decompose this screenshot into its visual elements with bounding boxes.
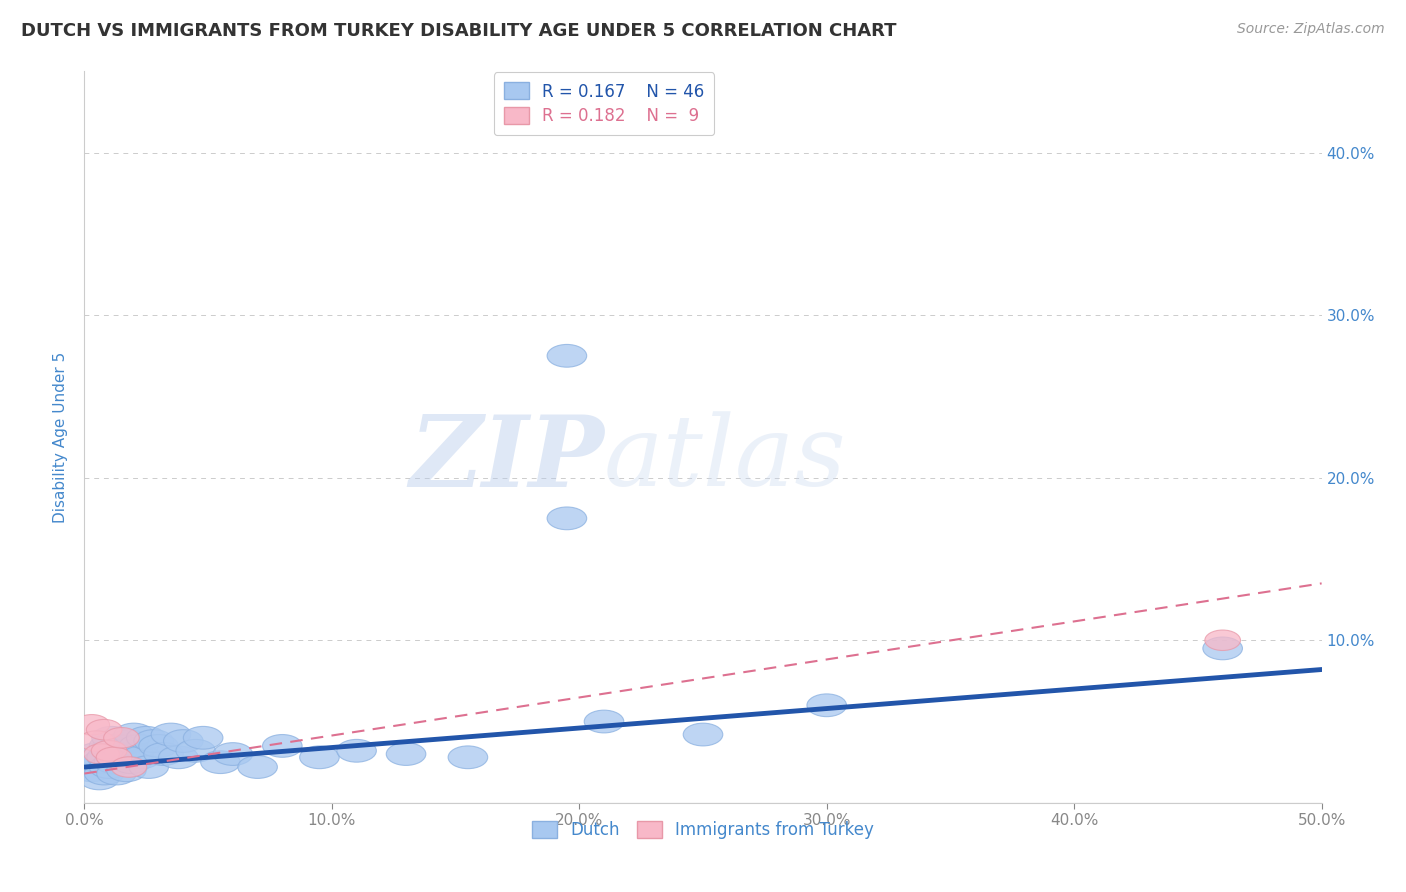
Ellipse shape — [82, 751, 121, 773]
Ellipse shape — [214, 743, 253, 765]
Ellipse shape — [77, 743, 117, 765]
Ellipse shape — [1204, 637, 1243, 660]
Ellipse shape — [299, 746, 339, 769]
Ellipse shape — [129, 756, 169, 779]
Ellipse shape — [143, 743, 183, 765]
Ellipse shape — [159, 746, 198, 769]
Ellipse shape — [807, 694, 846, 716]
Ellipse shape — [86, 720, 122, 739]
Ellipse shape — [547, 507, 586, 530]
Ellipse shape — [585, 710, 624, 733]
Ellipse shape — [97, 743, 136, 765]
Ellipse shape — [238, 756, 277, 779]
Ellipse shape — [139, 734, 179, 757]
Ellipse shape — [163, 730, 202, 753]
Y-axis label: Disability Age Under 5: Disability Age Under 5 — [53, 351, 69, 523]
Ellipse shape — [1205, 630, 1240, 650]
Ellipse shape — [449, 746, 488, 769]
Ellipse shape — [84, 762, 124, 785]
Ellipse shape — [387, 743, 426, 765]
Ellipse shape — [683, 723, 723, 746]
Ellipse shape — [90, 756, 129, 779]
Ellipse shape — [152, 723, 191, 746]
Text: DUTCH VS IMMIGRANTS FROM TURKEY DISABILITY AGE UNDER 5 CORRELATION CHART: DUTCH VS IMMIGRANTS FROM TURKEY DISABILI… — [21, 22, 897, 40]
Ellipse shape — [87, 746, 127, 769]
Ellipse shape — [96, 747, 132, 767]
Ellipse shape — [84, 744, 120, 764]
Ellipse shape — [201, 751, 240, 773]
Ellipse shape — [134, 730, 173, 753]
Ellipse shape — [75, 714, 110, 735]
Text: ZIP: ZIP — [409, 411, 605, 508]
Ellipse shape — [100, 734, 139, 757]
Ellipse shape — [79, 767, 120, 789]
Ellipse shape — [121, 746, 162, 769]
Ellipse shape — [104, 728, 139, 748]
Ellipse shape — [72, 759, 111, 781]
Ellipse shape — [91, 726, 131, 749]
Text: atlas: atlas — [605, 411, 846, 507]
Ellipse shape — [547, 344, 586, 368]
Ellipse shape — [101, 746, 141, 769]
Ellipse shape — [176, 739, 215, 762]
Ellipse shape — [111, 756, 146, 777]
Ellipse shape — [79, 731, 114, 751]
Ellipse shape — [107, 759, 146, 781]
Ellipse shape — [104, 739, 143, 762]
Text: Source: ZipAtlas.com: Source: ZipAtlas.com — [1237, 22, 1385, 37]
Ellipse shape — [337, 739, 377, 762]
Ellipse shape — [91, 740, 127, 761]
Ellipse shape — [97, 762, 136, 785]
Ellipse shape — [110, 730, 149, 753]
Ellipse shape — [120, 734, 159, 757]
Ellipse shape — [111, 751, 152, 773]
Ellipse shape — [94, 751, 134, 773]
Ellipse shape — [183, 726, 224, 749]
Ellipse shape — [114, 723, 153, 746]
Ellipse shape — [263, 734, 302, 757]
Ellipse shape — [90, 734, 129, 757]
Legend: Dutch, Immigrants from Turkey: Dutch, Immigrants from Turkey — [526, 814, 880, 846]
Ellipse shape — [114, 743, 153, 765]
Ellipse shape — [127, 726, 166, 749]
